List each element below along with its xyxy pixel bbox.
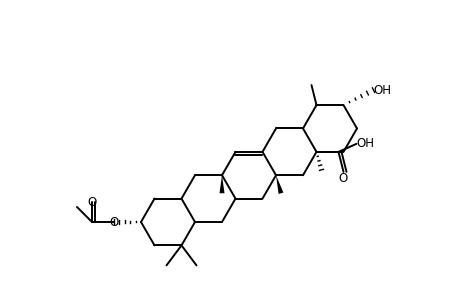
Text: O: O bbox=[109, 215, 118, 229]
Text: OH: OH bbox=[373, 84, 391, 97]
Polygon shape bbox=[219, 175, 224, 193]
Text: O: O bbox=[87, 196, 96, 208]
Text: OH: OH bbox=[356, 137, 374, 150]
Polygon shape bbox=[275, 175, 283, 194]
Text: O: O bbox=[338, 172, 347, 185]
